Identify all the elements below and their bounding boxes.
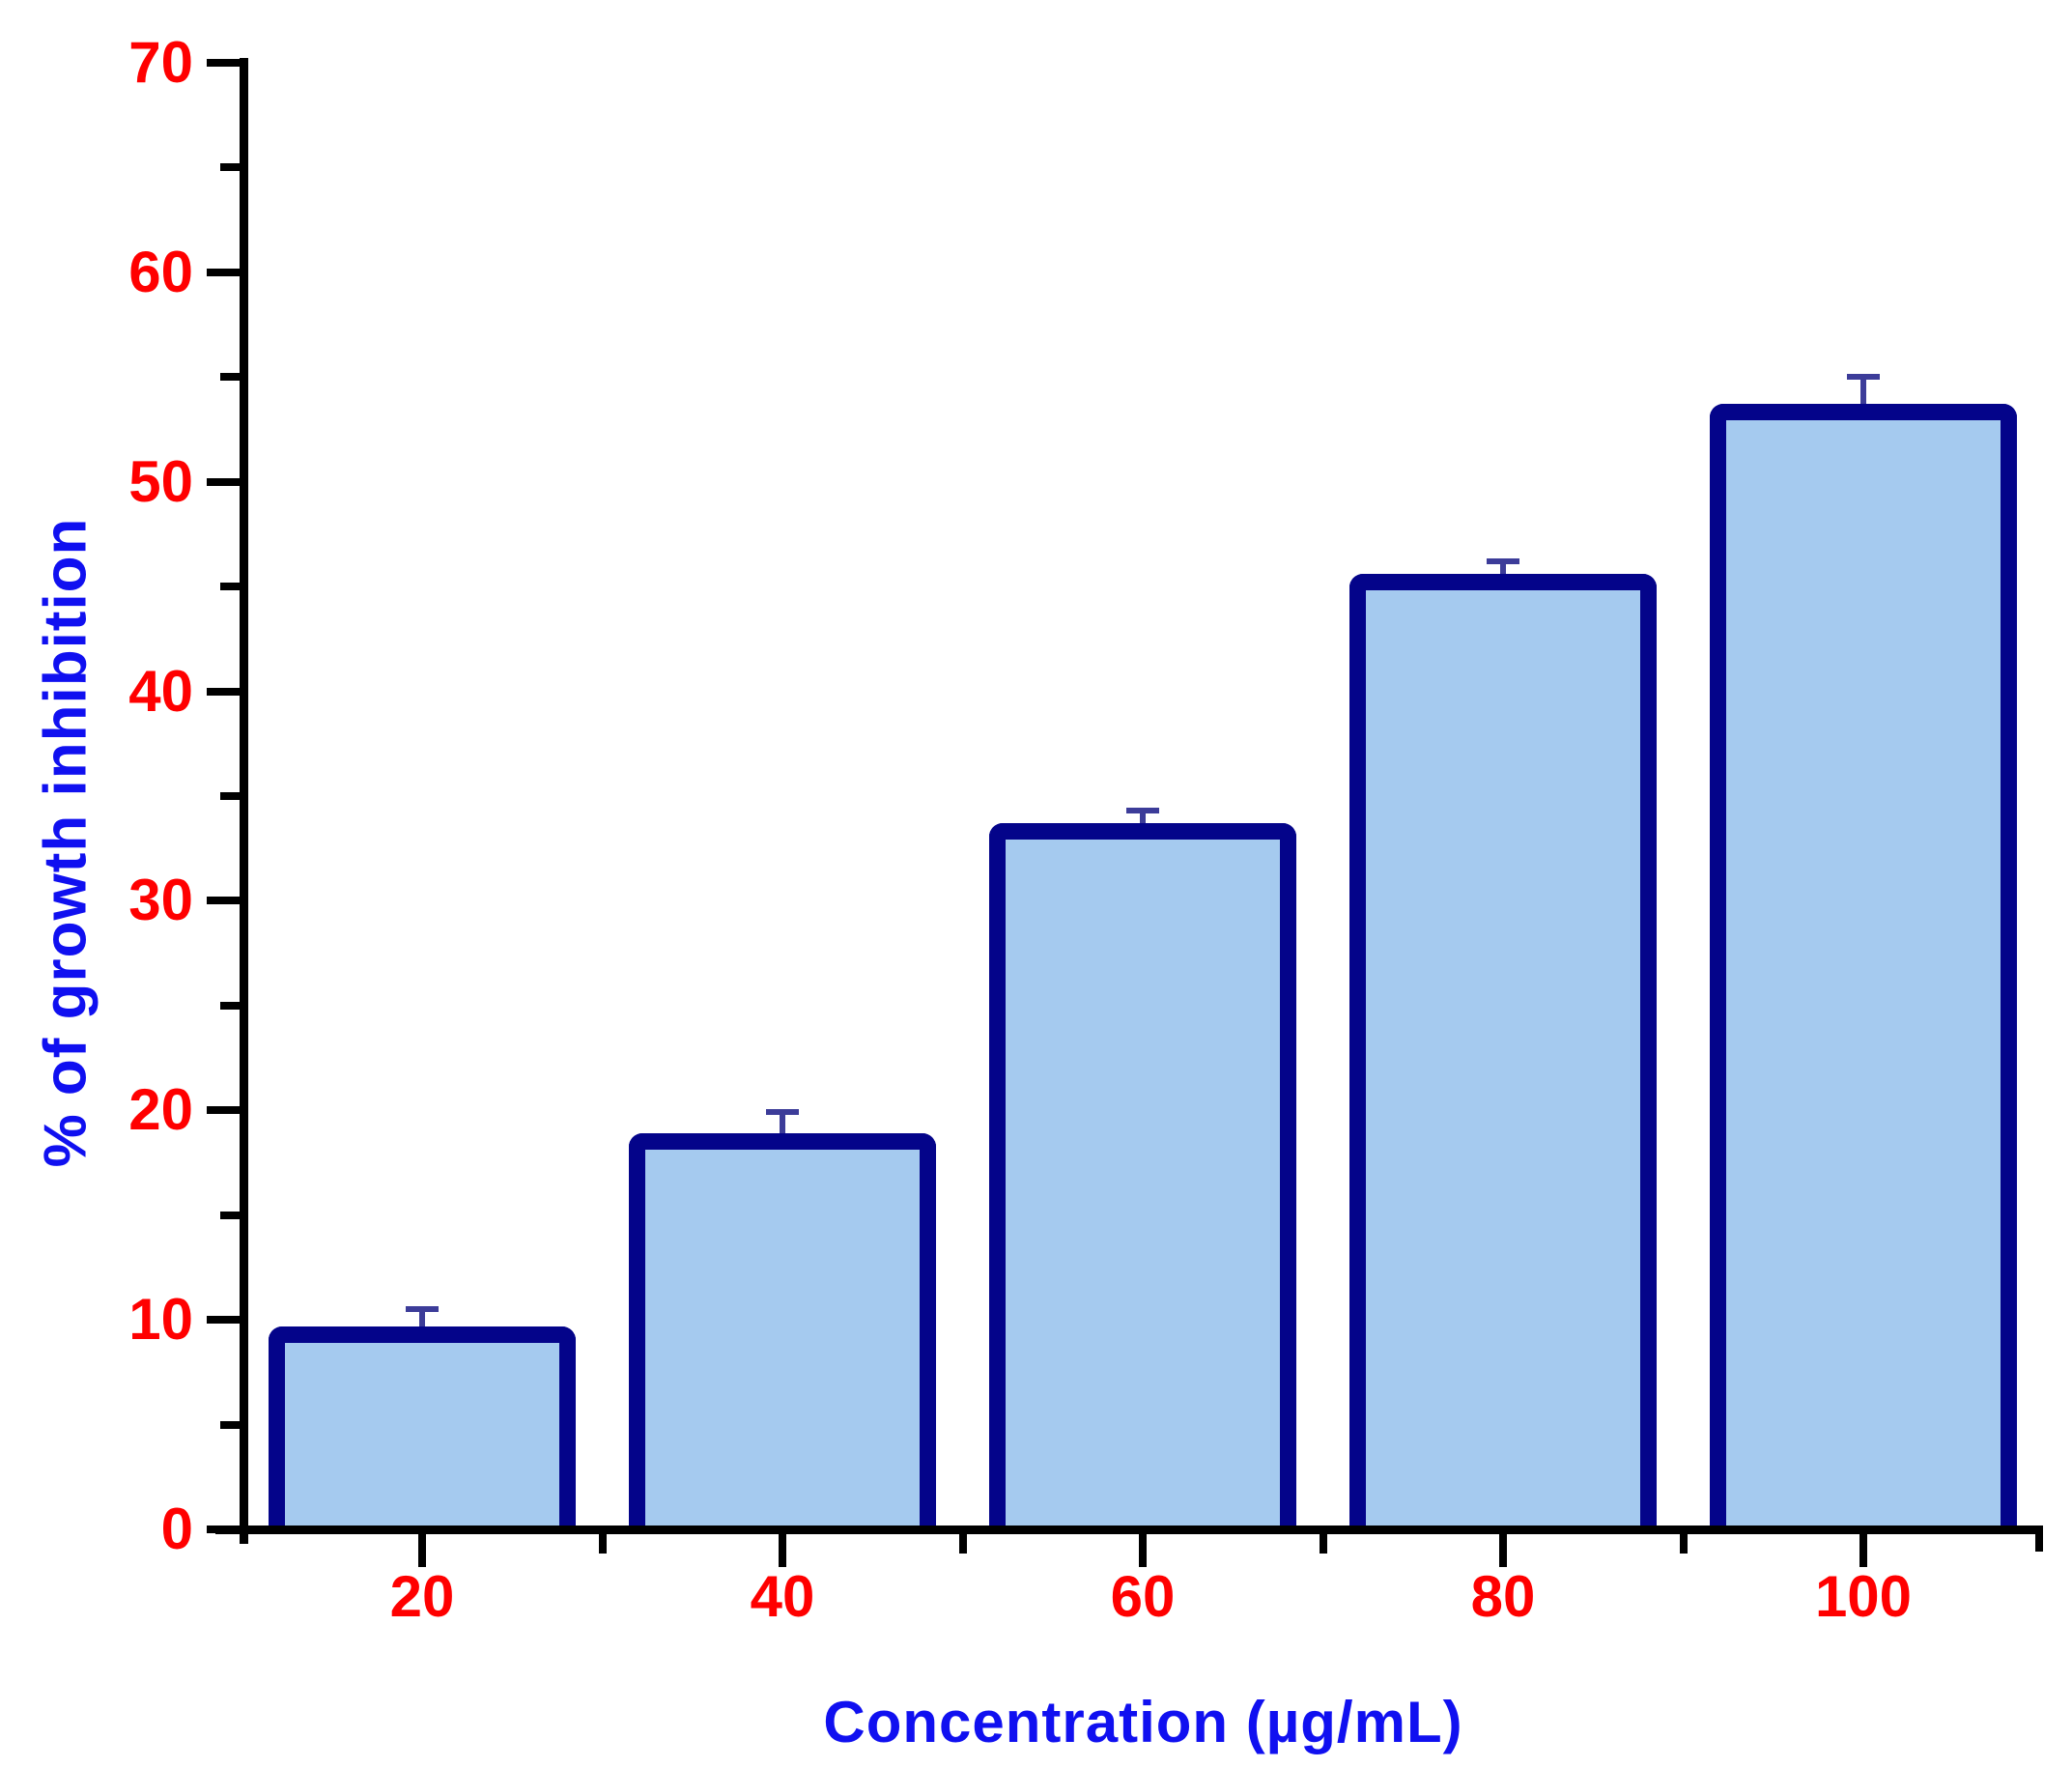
error-bar-stem <box>780 1112 785 1148</box>
y-tick-label: 20 <box>128 1077 193 1143</box>
y-minor-tick <box>219 163 240 172</box>
x-tick-label: 40 <box>750 1564 815 1629</box>
x-tick-label: 60 <box>1110 1564 1176 1629</box>
y-tick-label: 10 <box>128 1287 193 1353</box>
y-major-tick <box>206 1106 240 1115</box>
y-minor-tick <box>219 373 240 382</box>
y-major-tick <box>206 897 240 905</box>
y-tick-label: 60 <box>128 239 193 304</box>
x-minor-tick <box>598 1533 607 1554</box>
y-axis-title: % of growth inhibition <box>32 517 99 1168</box>
x-tick-label: 20 <box>389 1564 455 1629</box>
y-major-tick <box>206 477 240 486</box>
y-axis-line <box>239 58 248 1544</box>
x-minor-tick <box>1679 1533 1688 1554</box>
bar-20 <box>269 1326 576 1534</box>
error-bar-stem <box>1860 377 1866 418</box>
x-major-tick <box>1859 1533 1867 1567</box>
bar-60 <box>989 823 1296 1534</box>
y-minor-tick <box>219 1211 240 1219</box>
y-minor-tick <box>219 583 240 591</box>
y-major-tick <box>206 687 240 696</box>
y-major-tick <box>206 59 240 67</box>
error-bar-cap <box>1847 374 1880 381</box>
y-major-tick <box>206 1316 240 1325</box>
x-major-tick <box>779 1533 786 1567</box>
x-minor-tick <box>958 1533 967 1554</box>
x-major-tick <box>1499 1533 1507 1567</box>
error-bar-cap <box>1487 558 1519 565</box>
y-tick-label: 70 <box>128 30 193 95</box>
x-major-tick <box>1139 1533 1147 1567</box>
y-minor-tick <box>219 1420 240 1429</box>
x-tick-label: 100 <box>1814 1564 1913 1629</box>
error-bar-stem <box>419 1309 425 1340</box>
bar-80 <box>1349 574 1657 1534</box>
bar-40 <box>629 1133 936 1534</box>
y-major-tick <box>206 1526 240 1533</box>
y-tick-label: 0 <box>160 1497 193 1561</box>
bar-100 <box>1710 404 2017 1534</box>
x-axis-end-tick <box>2035 1533 2043 1552</box>
y-tick-label: 30 <box>128 868 193 933</box>
x-tick-label: 80 <box>1470 1564 1536 1629</box>
x-major-tick <box>418 1533 426 1567</box>
error-bar-cap <box>406 1306 439 1313</box>
x-minor-tick <box>1319 1533 1327 1554</box>
x-axis-line <box>215 1525 2043 1534</box>
y-tick-label: 40 <box>128 658 193 724</box>
error-bar-cap <box>766 1109 799 1116</box>
x-axis-title: Concentration (µg/mL) <box>823 1690 1463 1754</box>
y-minor-tick <box>219 1001 240 1010</box>
y-minor-tick <box>219 792 240 800</box>
error-bar-cap <box>1126 808 1159 814</box>
y-major-tick <box>206 268 240 276</box>
y-tick-label: 50 <box>128 448 193 514</box>
